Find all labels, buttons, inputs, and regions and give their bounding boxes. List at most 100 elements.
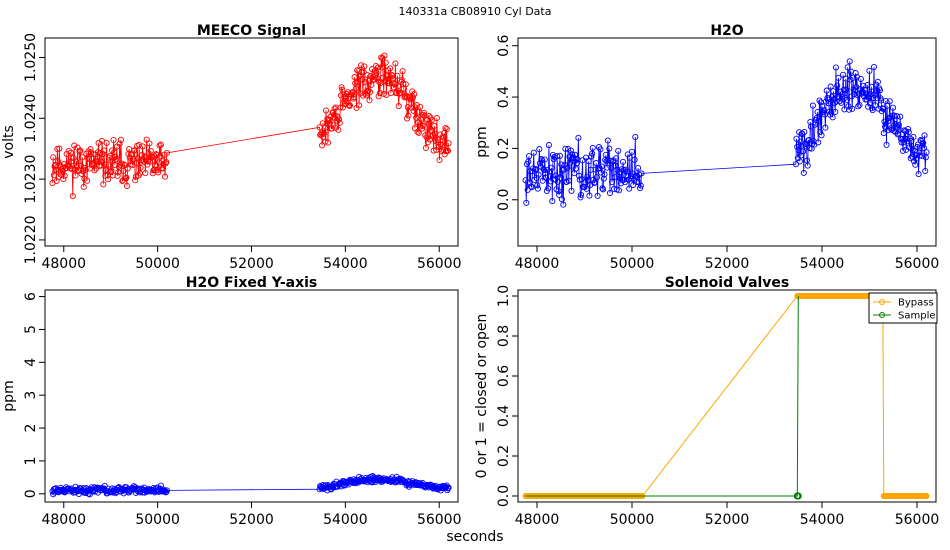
data-point (72, 172, 79, 179)
data-point (330, 484, 337, 491)
data-point (163, 158, 170, 166)
chart-panel-h2o-fixed: H2O Fixed Y-axis 48000 50000 52000 54000 5600… (1, 275, 462, 528)
data-point (876, 87, 883, 94)
data-point (615, 187, 622, 194)
y-tick-label: 1.0230 (23, 155, 39, 204)
legend-box (868, 292, 938, 324)
data-point (792, 161, 799, 168)
data-point (607, 158, 614, 165)
data-point (73, 158, 80, 165)
data-point (899, 147, 906, 154)
data-point (880, 130, 887, 137)
y-tick-label: 1.0220 (23, 215, 39, 264)
data-point (600, 186, 607, 193)
data-point (608, 179, 616, 186)
data-point (137, 164, 144, 171)
data-point (139, 143, 146, 150)
x-tick-label: 50000 (135, 256, 180, 272)
data-point (358, 62, 365, 69)
data-point (622, 166, 629, 173)
data-point (568, 187, 575, 194)
y-tick-label: 0.8 (496, 325, 512, 347)
data-point (159, 165, 167, 172)
data-point (378, 64, 385, 71)
data-point (532, 166, 539, 173)
data-point (632, 133, 639, 141)
data-point (597, 146, 604, 153)
data-point (131, 147, 138, 154)
data-point (889, 104, 897, 111)
data-point (870, 63, 878, 71)
data-point (849, 105, 856, 112)
data-point (52, 166, 59, 173)
data-point (132, 177, 139, 184)
data-point (328, 125, 335, 132)
data-point (592, 166, 599, 173)
data-point (101, 161, 108, 168)
data-point (918, 152, 925, 160)
data-point (567, 147, 574, 154)
data-point (413, 102, 420, 109)
data-point (849, 74, 857, 81)
data-point (846, 58, 853, 65)
sample-marker (794, 492, 802, 500)
data-point (844, 64, 851, 71)
data-point (800, 169, 807, 176)
data-point (900, 139, 907, 146)
data-point (556, 152, 563, 159)
y-axis-label: 0 or 1 = closed or open (474, 314, 490, 479)
data-point (915, 171, 922, 178)
data-point (436, 156, 443, 164)
data-point (97, 158, 104, 165)
data-point (155, 169, 162, 176)
data-point (567, 159, 574, 166)
data-point (409, 94, 416, 101)
data-point (801, 128, 808, 136)
data-point (859, 89, 866, 96)
data-point (920, 144, 927, 151)
data-point (399, 68, 406, 75)
data-point (556, 191, 563, 198)
data-point (604, 164, 611, 171)
data-point (624, 168, 631, 175)
data-point (116, 140, 123, 147)
data-point (375, 93, 382, 100)
data-point (538, 156, 545, 163)
data-point (387, 65, 394, 72)
data-point (555, 188, 562, 195)
chart-title: Solenoid Valves (665, 275, 790, 291)
data-point (863, 96, 870, 103)
data-point (382, 59, 389, 66)
data-point (361, 63, 368, 70)
data-point (442, 124, 449, 132)
data-point (921, 132, 928, 139)
data-point (156, 142, 163, 149)
data-point (843, 86, 850, 93)
data-point (403, 93, 410, 100)
data-point (796, 158, 803, 165)
data-point (885, 117, 892, 125)
y-tick-label: 5 (23, 325, 39, 334)
data-point (407, 96, 415, 103)
x-tick-label: 50000 (610, 512, 655, 528)
data-point (411, 91, 418, 98)
data-point (415, 129, 422, 136)
data-point (367, 88, 374, 96)
data-point (793, 135, 800, 142)
data-point (895, 130, 902, 137)
data-point (601, 171, 608, 178)
data-point (61, 172, 68, 179)
chart-title: MEECO Signal (197, 23, 306, 39)
data-point (523, 199, 530, 206)
data-point (857, 75, 864, 83)
data-point (420, 109, 428, 116)
data-point (557, 174, 564, 181)
figure-suptitle: 140331a CB08910 Cyl Data (399, 5, 552, 18)
data-point (417, 103, 424, 110)
data-point (628, 148, 635, 155)
x-tick-label: 54000 (323, 256, 368, 272)
data-point (589, 150, 596, 157)
data-point (893, 113, 901, 120)
data-point (884, 102, 891, 109)
